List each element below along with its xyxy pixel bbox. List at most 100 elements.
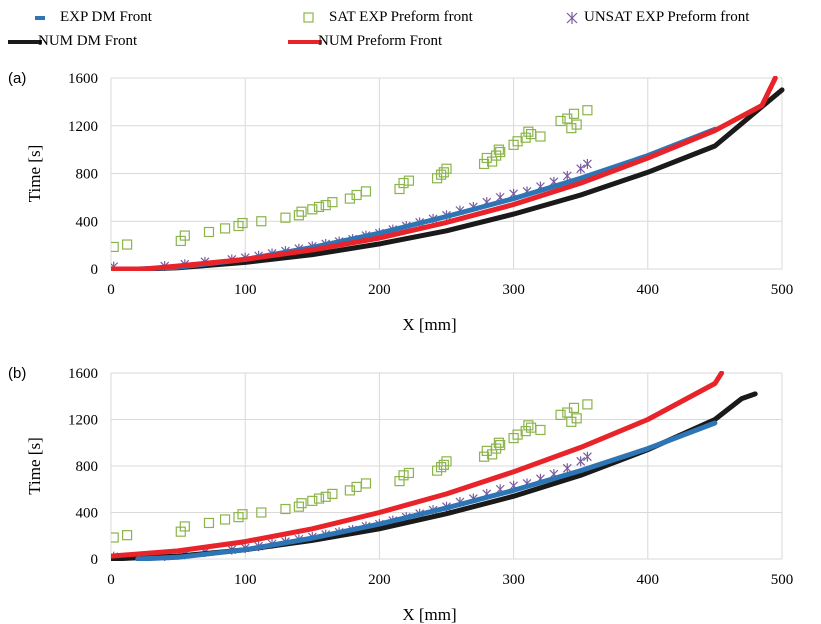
- data-point: [179, 230, 190, 241]
- x-tick-label: 400: [637, 282, 660, 298]
- series-line: [111, 87, 785, 271]
- data-point: [495, 439, 506, 451]
- x-tick-label: 500: [771, 572, 794, 588]
- data-point: [351, 189, 362, 201]
- data-point: [111, 241, 119, 253]
- data-point: [293, 501, 304, 512]
- y-tick-label: 1200: [68, 119, 98, 135]
- legend-label: NUM DM Front: [38, 33, 138, 49]
- data-point: [582, 158, 592, 169]
- data-point: [481, 152, 492, 164]
- data-point: [344, 485, 355, 496]
- x-tick-label: 500: [771, 282, 794, 298]
- data-point: [576, 163, 586, 174]
- data-point: [122, 530, 133, 541]
- data-point: [307, 495, 318, 506]
- data-point: [256, 216, 267, 227]
- data-point: [327, 197, 338, 208]
- data-point: [493, 144, 504, 155]
- y-tick-label: 0: [91, 262, 99, 278]
- data-point: [555, 409, 566, 420]
- data-point: [327, 488, 338, 499]
- data-point: [203, 517, 215, 529]
- series-unsat-exp-preform-front: [111, 158, 592, 271]
- data-point: [179, 521, 190, 532]
- legend-swatch-exp-dm: [35, 16, 45, 20]
- data-point: [360, 478, 372, 489]
- data-point: [280, 212, 291, 223]
- x-axis-label: X [mm]: [402, 315, 456, 334]
- data-point: [403, 175, 415, 186]
- data-point: [351, 481, 362, 493]
- series-line: [111, 76, 778, 271]
- data-point: [296, 498, 307, 509]
- x-axis-label: X [mm]: [402, 605, 456, 624]
- data-point: [398, 470, 409, 481]
- data-point: [403, 467, 415, 479]
- data-point: [566, 416, 577, 427]
- legend-swatch-num-pf: [288, 40, 322, 44]
- data-point: [523, 126, 534, 137]
- data-point: [438, 459, 449, 470]
- data-point: [520, 426, 531, 437]
- data-point: [441, 163, 452, 174]
- x-tick-label: 200: [368, 572, 391, 588]
- series-num-dm-front: [111, 391, 758, 561]
- legend-swatch-unsat: [566, 12, 578, 24]
- x-tick-label: 100: [234, 572, 257, 588]
- data-point: [307, 204, 318, 215]
- data-point: [582, 105, 593, 116]
- data-point: [562, 170, 572, 181]
- data-point: [568, 108, 580, 119]
- series-line: [135, 126, 718, 271]
- data-point: [495, 146, 506, 158]
- data-point: [512, 429, 523, 440]
- data-point: [280, 503, 291, 515]
- data-point: [436, 462, 447, 473]
- x-tick-label: 0: [107, 572, 115, 588]
- data-point: [219, 514, 231, 525]
- data-point: [568, 402, 580, 413]
- data-point: [582, 451, 592, 462]
- data-point: [111, 532, 119, 543]
- data-point: [237, 509, 248, 520]
- plot-panel-b: 0 100 200 300 400 500 0 400 800 1200 1600 X [mm] Tim…: [8, 365, 793, 624]
- series-sat-exp-preform-front: [111, 399, 593, 543]
- data-point: [438, 167, 449, 178]
- data-point: [571, 119, 582, 130]
- data-point: [436, 169, 447, 180]
- data-point: [122, 239, 133, 250]
- x-tick-label: 0: [107, 282, 115, 298]
- chart-legend: EXP DM Front SAT EXP Preform front UNSAT…: [0, 0, 821, 56]
- legend-swatch-sat: [303, 12, 314, 23]
- legend-label: EXP DM Front: [60, 9, 152, 25]
- data-point: [313, 201, 325, 213]
- data-point: [520, 132, 531, 143]
- data-point: [481, 445, 492, 456]
- series-line: [111, 391, 758, 561]
- plot-data: [111, 76, 785, 271]
- data-point: [493, 437, 504, 448]
- data-point: [320, 200, 331, 211]
- data-point: [555, 115, 566, 127]
- x-tick-label: 400: [637, 572, 660, 588]
- data-point: [525, 422, 537, 433]
- data-point: [478, 451, 490, 462]
- series-exp-dm-front: [135, 420, 718, 561]
- data-point: [203, 226, 215, 238]
- x-tick-label: 300: [502, 282, 525, 298]
- data-point: [320, 491, 331, 502]
- y-tick-label: 0: [91, 552, 99, 568]
- legend-label: SAT EXP Preform front: [329, 9, 473, 25]
- data-point: [237, 217, 248, 229]
- plot-panel-a: 0 100 200 300 400 500 0 400 800 1200 1600 X [mm] Tim…: [8, 70, 793, 334]
- data-point: [398, 177, 409, 189]
- y-tick-label: 400: [76, 214, 99, 230]
- data-point: [512, 136, 523, 147]
- data-point: [566, 123, 577, 134]
- data-point: [344, 193, 355, 204]
- series-sat-exp-preform-front: [111, 105, 593, 253]
- y-axis-label: Time [s]: [25, 437, 44, 494]
- panel-label: (a): [8, 70, 26, 87]
